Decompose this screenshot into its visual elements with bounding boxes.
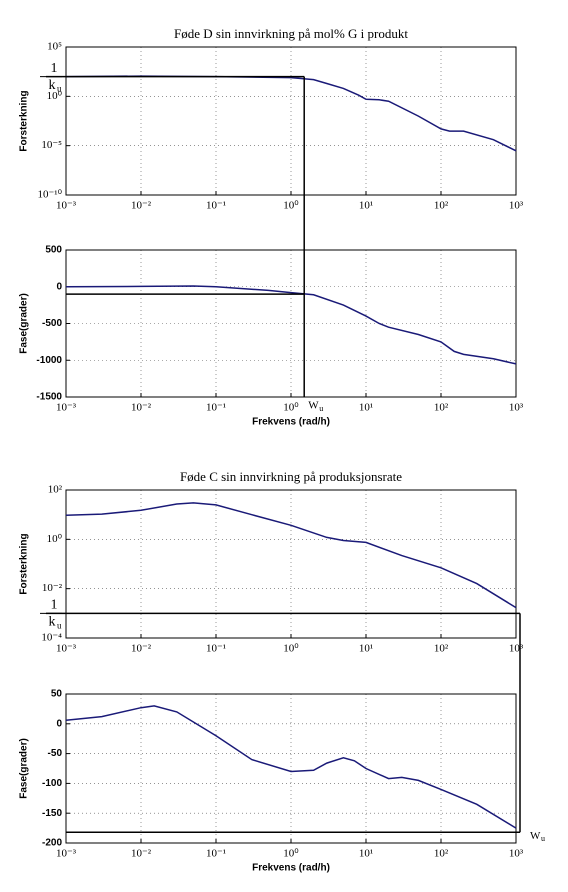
- y-tick-label: 10⁻²: [42, 582, 63, 594]
- y-tick-label: 10⁻⁵: [41, 139, 62, 151]
- x-tick-label: 10²: [434, 643, 449, 655]
- x-tick-label: 10⁻²: [131, 200, 152, 212]
- plot-frame: [65, 693, 517, 844]
- x-tick-label: 10⁻¹: [206, 200, 226, 212]
- ref-label-den: k: [49, 78, 56, 93]
- ref-label-sub: u: [57, 84, 62, 94]
- x-tick-label: 10¹: [359, 848, 373, 860]
- y-tick-label: -50: [48, 748, 63, 759]
- y-tick-label: 10⁻¹⁰: [37, 189, 62, 201]
- y-tick-label: 10⁰: [47, 533, 63, 545]
- x-tick-label: 10⁰: [283, 643, 299, 655]
- y-tick-label: -500: [42, 318, 62, 329]
- y-tick-label: -1500: [36, 392, 62, 403]
- ref-label-den: k: [49, 615, 56, 630]
- y-tick-label: 0: [56, 281, 62, 292]
- x-tick-label: 10⁻¹: [206, 402, 226, 414]
- ref-label-main: W: [308, 400, 319, 412]
- y-axis-label: Fase(grader): [19, 738, 30, 799]
- x-tick-label: 10⁻¹: [206, 643, 226, 655]
- ref-label-sub: u: [57, 620, 62, 630]
- data-line: [65, 502, 517, 609]
- x-tick-label: 10²: [434, 200, 449, 212]
- x-tick-label: 10⁻³: [56, 402, 77, 414]
- x-tick-label: 10⁻³: [56, 848, 77, 860]
- x-tick-label: 10²: [434, 848, 449, 860]
- x-tick-label: 10⁰: [283, 200, 299, 212]
- x-tick-label: 10⁻²: [131, 402, 152, 414]
- plot-frame: [65, 489, 517, 639]
- x-tick-label: 10⁻³: [56, 643, 77, 655]
- plot-frame: [65, 249, 517, 398]
- x-tick-label: 10³: [509, 848, 524, 860]
- x-tick-label: 10⁰: [283, 402, 299, 414]
- x-axis-label: Frekvens (rad/h): [252, 863, 330, 874]
- x-tick-label: 10¹: [359, 200, 373, 212]
- ref-label-sub: u: [541, 834, 545, 843]
- y-tick-label: -150: [42, 808, 62, 819]
- x-tick-label: 10³: [509, 643, 524, 655]
- y-tick-label: 500: [45, 245, 62, 256]
- y-tick-label: 10⁵: [47, 41, 62, 53]
- ref-label-sub: u: [319, 404, 323, 413]
- y-axis-label: Forsterkning: [19, 533, 30, 594]
- x-tick-label: 10⁰: [283, 848, 299, 860]
- y-tick-label: 10⁰: [47, 90, 63, 102]
- y-tick-label: 10²: [48, 484, 63, 496]
- x-tick-label: 10²: [434, 402, 449, 414]
- y-tick-label: -100: [42, 778, 62, 789]
- chart-title: Føde C sin innvirkning på produksjonsrat…: [180, 469, 402, 484]
- y-axis-label: Fase(grader): [19, 293, 30, 354]
- ref-label-num: 1: [51, 61, 58, 76]
- data-line: [65, 705, 517, 829]
- x-tick-label: 10¹: [359, 643, 373, 655]
- x-tick-label: 10³: [509, 402, 524, 414]
- y-tick-label: -200: [42, 838, 62, 849]
- plot-frame: [65, 46, 517, 196]
- data-line: [65, 285, 517, 365]
- x-tick-label: 10⁻²: [131, 643, 152, 655]
- x-tick-label: 10³: [509, 200, 524, 212]
- x-tick-label: 10⁻³: [56, 200, 77, 212]
- y-tick-label: 0: [56, 718, 62, 729]
- x-tick-label: 10¹: [359, 402, 373, 414]
- chart-title: Føde D sin innvirkning på mol% G i produ…: [174, 26, 408, 41]
- ref-label-main: W: [530, 830, 541, 842]
- x-tick-label: 10⁻²: [131, 848, 152, 860]
- ref-label-num: 1: [51, 598, 58, 613]
- x-tick-label: 10⁻¹: [206, 848, 226, 860]
- y-axis-label: Forsterkning: [19, 90, 30, 151]
- y-tick-label: 10⁻⁴: [41, 632, 62, 644]
- x-axis-label: Frekvens (rad/h): [252, 417, 330, 428]
- y-tick-label: 50: [51, 689, 63, 700]
- y-tick-label: -1000: [36, 355, 62, 366]
